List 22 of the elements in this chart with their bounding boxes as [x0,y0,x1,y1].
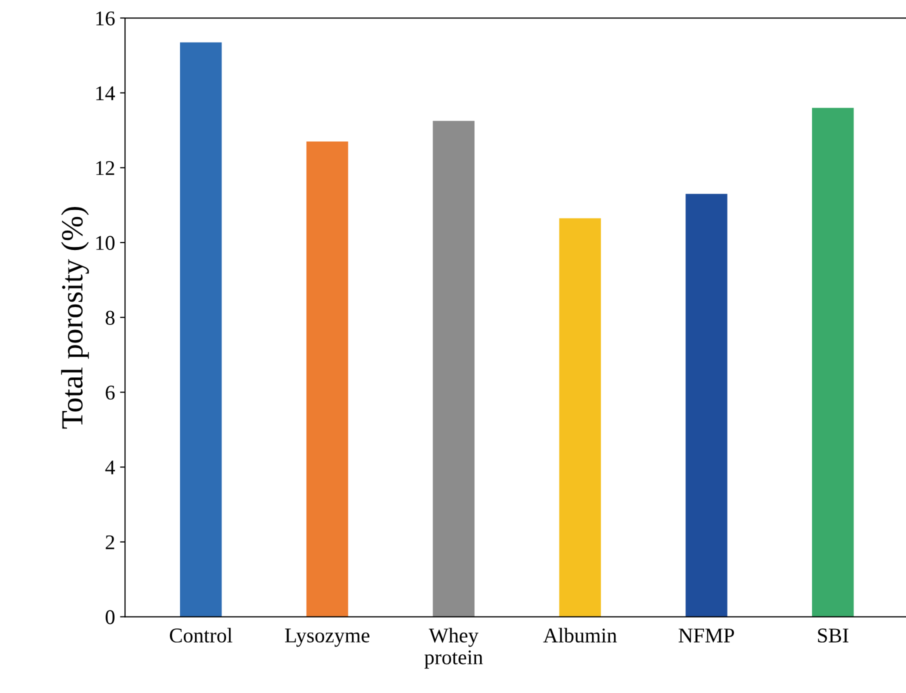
x-tick-label: Whey protein [424,628,483,669]
x-tick-label: Albumin [543,628,617,643]
bar [432,120,475,617]
y-axis-title: Total porosity (%) [61,206,89,429]
bar [559,218,601,617]
y-tick-label: 0 [106,610,115,624]
y-tick-label: 8 [106,310,115,325]
y-tick-label: 4 [105,460,115,474]
bar [686,194,728,617]
y-tick-label: 12 [96,161,114,175]
y-tick-label: 16 [96,11,115,26]
y-tick-label: 10 [96,236,115,250]
y-tick-label: 6 [106,386,115,400]
y-tick-label: 14 [96,86,115,100]
y-tick-label: 2 [106,535,114,550]
x-tick-label: Control [170,628,232,643]
bar [180,42,222,617]
x-tick-label: NFMP [678,628,734,642]
x-tick-label: Lysozyme [285,628,370,647]
bar [306,142,348,617]
bar [812,108,854,617]
x-tick-label: SBI [818,628,848,643]
